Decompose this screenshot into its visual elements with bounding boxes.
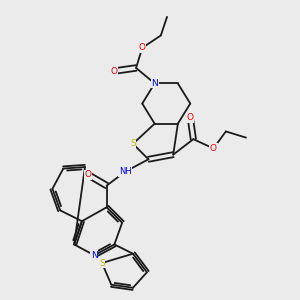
Text: O: O (210, 144, 217, 153)
Text: O: O (85, 170, 92, 179)
Text: N: N (151, 79, 158, 88)
Text: O: O (111, 67, 118, 76)
Text: O: O (210, 144, 217, 153)
Text: O: O (139, 43, 146, 52)
Text: O: O (111, 67, 118, 76)
Text: O: O (85, 170, 92, 179)
Text: S: S (99, 259, 105, 268)
Text: O: O (187, 113, 194, 122)
Text: S: S (99, 259, 105, 268)
Text: O: O (187, 113, 194, 122)
Text: O: O (139, 43, 146, 52)
Text: NH: NH (119, 167, 132, 176)
Text: S: S (130, 139, 136, 148)
Text: NH: NH (119, 167, 132, 176)
Text: N: N (91, 251, 98, 260)
Text: N: N (151, 79, 158, 88)
Text: N: N (91, 251, 98, 260)
Text: S: S (130, 139, 136, 148)
